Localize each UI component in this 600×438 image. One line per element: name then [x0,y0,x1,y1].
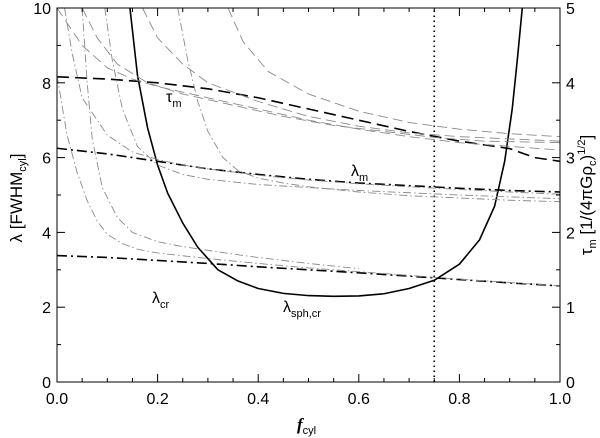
curve-light-dashdot-11 [57,75,560,287]
x-tick-label: 0.0 [46,391,68,408]
series-layer [57,8,560,382]
y-left-tick-label: 10 [33,1,51,18]
curve-bold-dashed-0 [57,76,560,163]
y-left-tick-label: 0 [42,375,51,392]
y-right-tick-label: 2 [566,225,575,242]
plot-frame [56,7,561,383]
y-right-tick-label: 0 [566,375,575,392]
y-right-tick-label: 1 [566,300,575,317]
annotation-lambda-m: λm [351,163,368,184]
annotation-tau-m: τm [166,89,182,110]
curve-light-dashed-6 [81,8,560,144]
curve-bold-solid-3 [129,8,524,298]
y-left-tick-label: 6 [42,151,51,168]
y-left-tick-label: 8 [42,76,51,93]
curve-bold-dashdot-1 [57,147,560,193]
x-tick-label: 0.6 [348,391,370,408]
x-tick-label: 0.2 [146,391,168,408]
y-right-tick-label: 3 [566,151,575,168]
annotation-lambda-cr: λcr [152,290,170,311]
curve-light-dashdot-12 [177,8,560,203]
curve-bold-dashdot-2 [57,254,560,287]
x-tick-label: 0.4 [247,391,269,408]
y-right-tick-label: 4 [566,76,575,93]
y-right-tick-label: 5 [566,1,575,18]
y-left-tick-label: 2 [42,300,51,317]
y-axis-label-right: τm [1/(4πGρc)1/2] [576,135,599,255]
curve-light-dashed-5 [57,8,560,151]
y-left-tick-label: 4 [42,225,51,242]
y-axis-label-left: λ [FWHMcyl] [7,153,29,242]
x-axis-label: fcyl [297,415,316,437]
curve-light-dashdot-13 [81,8,359,270]
x-tick-label: 0.8 [448,391,470,408]
x-tick-label: 1.0 [549,391,571,408]
curve-light-dashdot-9 [64,8,560,195]
curve-light-dashdot-10 [104,8,560,200]
curve-light-dashed-8 [227,8,560,138]
annotation-lambda-sph-cr: λsph,cr [283,299,321,320]
curve-light-dashed-7 [142,8,560,142]
